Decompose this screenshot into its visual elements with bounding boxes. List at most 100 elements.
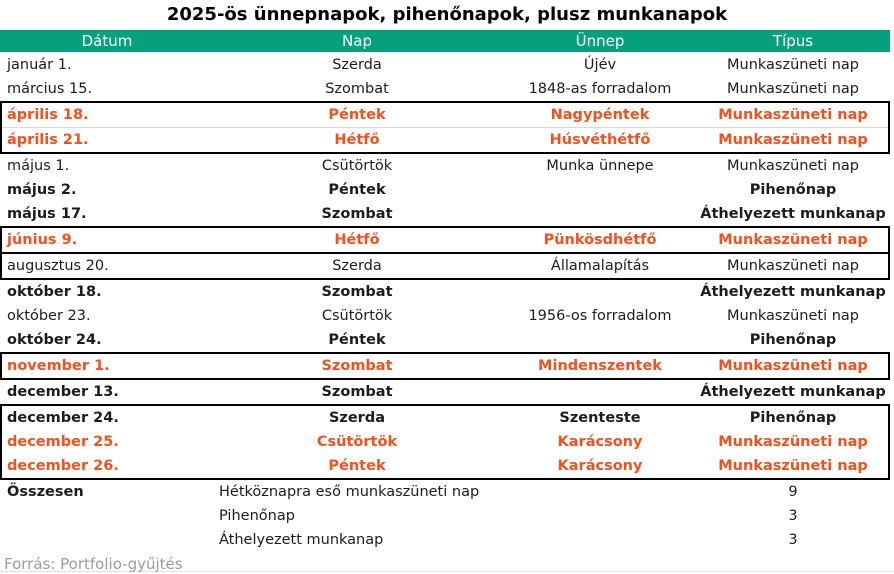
cell-holiday: Pünkösdhétfő [543,232,657,248]
cell-date: április 21. [7,132,89,148]
summary-category-label: Hétköznapra eső munkaszüneti nap [219,484,480,500]
cell-holiday: Karácsony [557,458,643,474]
holidays-table: Dátum Nap Ünnep Típus január 1. Szerda Újé… [0,30,890,574]
cell-day: Szombat [321,206,393,222]
table-body: január 1. Szerda Újév Munkaszüneti nap márci… [0,53,890,480]
cell-type: Munkaszüneti nap [727,308,859,324]
summary-count: 9 [788,484,798,500]
cell-day: Hétfő [334,132,380,148]
column-header-nap: Nap [342,32,372,50]
cell-type: Áthelyezett munkanap [700,384,886,400]
summary-count: 3 [788,532,798,548]
row-group: december 13. Szombat Áthelyezett munkanap [0,380,890,404]
cell-type: Munkaszüneti nap [727,57,859,73]
cell-holiday: 1956-os forradalom [528,308,672,324]
summary-category-label: Áthelyezett munkanap [219,532,384,548]
cell-day: Szerda [332,258,382,274]
table-row: június 9. Hétfő Pünkösdhétfő Munkaszüneti n… [2,228,888,252]
cell-type: Áthelyezett munkanap [700,206,886,222]
cell-day: Szombat [325,81,389,97]
cell-type: Munkaszüneti nap [727,258,859,274]
cell-day: Csütörtök [321,308,393,324]
cell-day: Péntek [328,107,386,123]
column-header-unnep: Ünnep [575,32,625,50]
cell-date: május 17. [7,206,87,222]
cell-type: Munkaszüneti nap [718,232,868,248]
table-row: május 17. Szombat Áthelyezett munkanap [2,202,888,226]
cell-day: Hétfő [334,232,380,248]
summary-section: Összesen Hétköznapra eső munkaszüneti nap… [0,480,890,552]
cell-date: december 13. [7,384,119,400]
cell-day: Szerda [328,410,386,426]
cell-holiday: 1848-as forradalom [528,81,672,97]
cell-type: Munkaszüneti nap [718,358,868,374]
cell-day: Csütörtök [316,434,398,450]
cell-type: Pihenőnap [749,332,837,348]
highlighted-row-group: április 18. Péntek Nagypéntek Munkaszüneti … [0,101,890,154]
summary-row: Összesen Hétköznapra eső munkaszüneti nap… [2,480,888,504]
cell-day: Csütörtök [321,158,393,174]
cell-type: Munkaszüneti nap [718,458,868,474]
highlighted-row-group: november 1. Szombat Mindenszentek Munkaszün… [0,352,890,380]
cell-day: Péntek [328,458,386,474]
row-group: január 1. Szerda Újév Munkaszüneti nap márci… [0,53,890,101]
cell-holiday [502,328,698,352]
source-note: Forrás: Portfolio-gyűjtés [4,555,183,573]
summary-total-label [2,528,212,552]
cell-date: január 1. [7,57,72,73]
cell-type: Munkaszüneti nap [718,132,868,148]
table-row: május 1. Csütörtök Munka ünnepe Munkaszünet… [2,154,888,178]
summary-category-label: Pihenőnap [219,508,295,524]
cell-date: május 1. [7,158,70,174]
table-row: március 15. Szombat 1848-as forradalom Munk… [2,77,888,101]
cell-date: március 15. [7,81,93,97]
highlighted-row-group: december 24. Szerda Szenteste Pihenőnap dece… [0,404,890,480]
cell-holiday [502,380,698,404]
cell-holiday: Nagypéntek [550,107,650,123]
table-row: október 24. Péntek Pihenőnap [2,328,888,352]
cell-day: Szerda [332,57,382,73]
cell-holiday: Húsvéthétfő [549,132,651,148]
cell-holiday [502,178,698,202]
cell-date: december 26. [7,458,119,474]
cell-holiday: Mindenszentek [538,358,662,374]
cell-holiday [502,280,698,304]
table-row: október 23. Csütörtök 1956-os forradalom Mu… [2,304,888,328]
summary-count: 3 [788,508,798,524]
cell-date: november 1. [7,358,110,374]
summary-row: Pihenőnap 3 [2,504,888,528]
cell-holiday: Államalapítás [550,258,650,274]
table-row: április 18. Péntek Nagypéntek Munkaszüneti … [2,103,888,127]
cell-day: Péntek [328,332,386,348]
cell-date: december 25. [7,434,119,450]
cell-day: Szombat [321,384,393,400]
cell-date: december 24. [7,410,119,426]
cell-holiday: Szenteste [559,410,641,426]
row-group: október 18. Szombat Áthelyezett munkanap ok… [0,280,890,352]
table-row: december 13. Szombat Áthelyezett munkanap [2,380,888,404]
cell-holiday: Karácsony [557,434,643,450]
cell-type: Pihenőnap [749,182,837,198]
cell-type: Pihenőnap [749,410,837,426]
column-header-datum: Dátum [81,32,133,50]
cell-date: április 18. [7,107,89,123]
table-row: december 26. Péntek Karácsony Munkaszüneti … [2,454,888,478]
cell-holiday: Újév [583,57,617,73]
cell-holiday: Munka ünnepe [546,158,654,174]
highlighted-row-group: augusztus 20. Szerda Államalapítás Munkaszü… [0,254,890,280]
table-row: november 1. Szombat Mindenszentek Munkaszün… [2,354,888,378]
cell-date: október 24. [7,332,102,348]
cell-date: október 18. [7,284,102,300]
cell-type: Munkaszüneti nap [727,158,859,174]
table-row: április 21. Hétfő Húsvéthétfő Munkaszüneti … [2,127,888,152]
cell-date: október 23. [7,308,91,324]
highlighted-row-group: június 9. Hétfő Pünkösdhétfő Munkaszüneti n… [0,226,890,254]
table-row: december 25. Csütörtök Karácsony Munkaszüne… [2,430,888,454]
table-row: január 1. Szerda Újév Munkaszüneti nap [2,53,888,77]
cell-date: június 9. [7,232,78,248]
page-title: 2025-ös ünnepnapok, pihenőnapok, plusz m… [166,4,728,25]
table-row: augusztus 20. Szerda Államalapítás Munkaszü… [2,254,888,278]
row-group: május 1. Csütörtök Munka ünnepe Munkaszünet… [0,154,890,226]
table-row: május 2. Péntek Pihenőnap [2,178,888,202]
summary-total-label: Összesen [7,484,84,500]
